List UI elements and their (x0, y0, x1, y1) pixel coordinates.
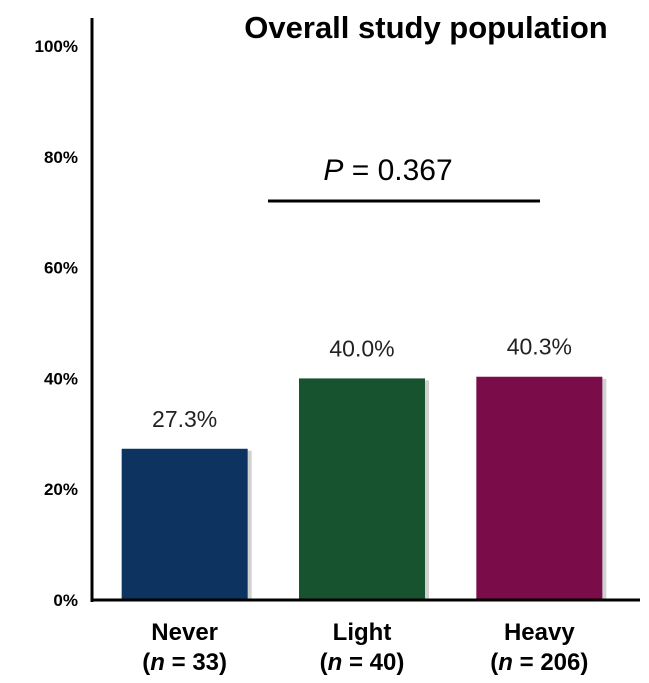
bar-value-label: 27.3% (152, 406, 217, 432)
p-value-text: = 0.367 (343, 154, 452, 187)
bar-light (299, 378, 425, 600)
y-tick-label: 40% (44, 369, 78, 388)
y-tick-label: 80% (44, 148, 78, 167)
x-sample-size-label: (n = 40) (320, 649, 405, 676)
y-tick-label: 60% (44, 259, 78, 278)
y-tick-label: 0% (53, 591, 78, 610)
p-value-label: P = 0.367 (323, 154, 452, 187)
bar-value-label: 40.0% (329, 335, 394, 361)
chart-title: Overall study population (244, 10, 607, 45)
bar-value-label: 40.3% (507, 334, 572, 360)
x-axis: Never (n = 33) Light (n = 40) Heavy (n = 206) (92, 598, 640, 676)
x-sample-size-label: (n = 206) (490, 649, 588, 676)
y-tick-label: 20% (44, 480, 78, 499)
bar-never (121, 448, 248, 600)
bars: 27.3% 40.0% 40.3% (121, 334, 607, 600)
p-symbol: P (323, 154, 343, 187)
bar-heavy (476, 376, 603, 600)
y-tick-label: 100% (35, 37, 78, 56)
x-sample-size-label: (n = 33) (142, 649, 227, 676)
y-axis: 0% 20% 40% 60% 80% 100% (35, 18, 94, 610)
x-category-label: Never (151, 619, 218, 646)
x-category-label: Heavy (504, 619, 575, 646)
significance-annotation: P = 0.367 (268, 154, 540, 203)
x-category-label: Light (333, 619, 392, 646)
